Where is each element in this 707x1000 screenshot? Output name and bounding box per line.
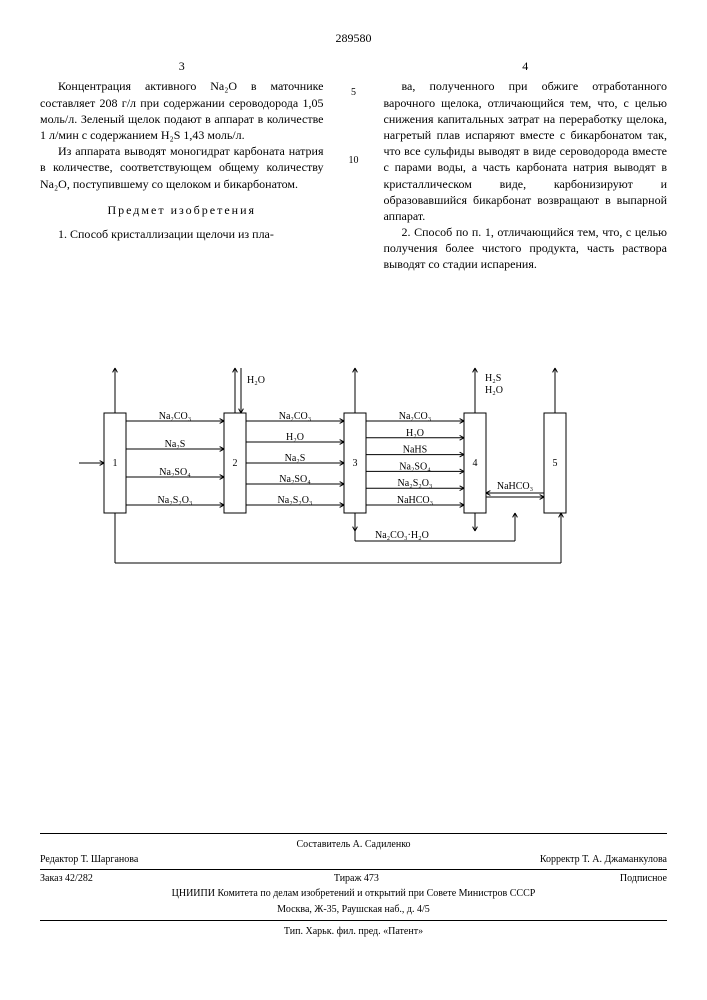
compiler: Составитель А. Садиленко (40, 838, 667, 852)
svg-text:Na₂S₂O₃: Na₂S₂O₃ (277, 495, 312, 506)
svg-text:Na₂S: Na₂S (284, 453, 305, 464)
svg-text:H₂O: H₂O (406, 427, 424, 438)
right-p2: 2. Способ по п. 1, отличающийся тем, что… (384, 224, 668, 273)
svg-text:Na₂SO₄: Na₂SO₄ (159, 467, 191, 478)
marker-5: 5 (351, 86, 356, 100)
svg-text:H₂O: H₂O (485, 385, 503, 396)
svg-text:2: 2 (232, 458, 237, 469)
diagram-svg: 1 2 3 4 5 Na₂CO₃ Na₂S Na₂SO₄ Na₂S₂O₃ Na₂CO₃ H₂O Na₂… (74, 353, 634, 573)
svg-text:Na₂CO₃: Na₂CO₃ (278, 411, 311, 422)
svg-text:Na₂S₂O₃: Na₂S₂O₃ (397, 478, 432, 489)
left-p2: Из аппарата выводят моногидрат карбоната… (40, 143, 324, 192)
left-p3: 1. Способ кристаллизации щелочи из пла- (40, 226, 324, 242)
corrector: Корректр Т. А. Джаманкулова (540, 853, 667, 867)
org: ЦНИИПИ Комитета по делам изобретений и о… (40, 887, 667, 901)
section-title: Предмет изобретения (40, 202, 324, 218)
svg-text:NaHS: NaHS (402, 444, 426, 455)
svg-text:3: 3 (352, 458, 357, 469)
svg-text:NaHCO₃: NaHCO₃ (496, 481, 532, 492)
svg-text:Na₂S: Na₂S (164, 439, 185, 450)
svg-text:H₂O: H₂O (286, 432, 304, 443)
text-columns: 3 Концентрация активного Na₂O в маточник… (40, 58, 667, 272)
left-p1: Концентрация активного Na₂O в маточнике … (40, 78, 324, 143)
svg-text:Na₂CO₃: Na₂CO₃ (158, 411, 191, 422)
svg-text:4: 4 (472, 458, 477, 469)
editor: Редактор Т. Шарганова (40, 853, 138, 867)
footer: Составитель А. Садиленко Редактор Т. Шар… (40, 833, 667, 939)
svg-text:Na₂S₂O₃: Na₂S₂O₃ (157, 495, 192, 506)
svg-text:NaHCO₃: NaHCO₃ (396, 495, 432, 506)
print: Тип. Харьк. фил. пред. «Патент» (40, 920, 667, 939)
colnum-left: 3 (40, 58, 324, 74)
svg-text:1: 1 (112, 458, 117, 469)
right-column: 4 ва, полученного при обжиге отработанно… (384, 58, 668, 272)
svg-text:Na₂CO₃: Na₂CO₃ (398, 411, 431, 422)
order: Заказ 42/282 (40, 872, 93, 886)
svg-text:Na₂SO₄: Na₂SO₄ (279, 474, 311, 485)
tirazh: Тираж 473 (334, 872, 379, 886)
marker-10: 10 (349, 154, 359, 168)
addr: Москва, Ж-35, Раушская наб., д. 4/5 (40, 903, 667, 917)
colnum-right: 4 (384, 58, 668, 74)
right-p1: ва, полученного при обжиге отработанного… (384, 78, 668, 224)
svg-text:Na₂SO₄: Na₂SO₄ (399, 461, 431, 472)
svg-text:Na₂CO₃·H₂O: Na₂CO₃·H₂O (375, 530, 429, 541)
line-markers: 5 10 (348, 58, 360, 272)
svg-text:H₂S: H₂S (485, 373, 501, 384)
svg-text:H₂O: H₂O (247, 375, 265, 386)
signed: Подписное (620, 872, 667, 886)
process-diagram: 1 2 3 4 5 Na₂CO₃ Na₂S Na₂SO₄ Na₂S₂O₃ Na₂CO₃ H₂O Na₂… (40, 353, 667, 573)
doc-number: 289580 (40, 30, 667, 46)
left-column: 3 Концентрация активного Na₂O в маточник… (40, 58, 324, 272)
svg-text:5: 5 (552, 458, 557, 469)
